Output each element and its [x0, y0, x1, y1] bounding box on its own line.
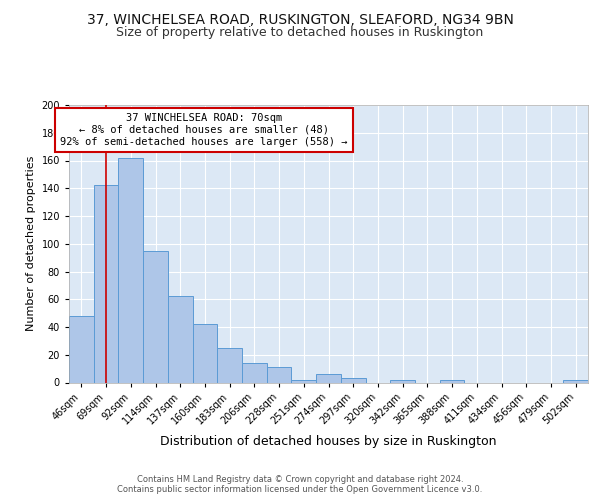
Bar — [118, 158, 143, 382]
Text: Contains HM Land Registry data © Crown copyright and database right 2024.
Contai: Contains HM Land Registry data © Crown c… — [118, 474, 482, 494]
Bar — [217, 348, 242, 382]
Bar — [390, 380, 415, 382]
Bar — [94, 186, 118, 382]
Text: 37 WINCHELSEA ROAD: 70sqm
← 8% of detached houses are smaller (48)
92% of semi-d: 37 WINCHELSEA ROAD: 70sqm ← 8% of detach… — [60, 114, 347, 146]
X-axis label: Distribution of detached houses by size in Ruskington: Distribution of detached houses by size … — [160, 435, 497, 448]
Bar — [242, 363, 267, 382]
Y-axis label: Number of detached properties: Number of detached properties — [26, 156, 36, 332]
Text: Size of property relative to detached houses in Ruskington: Size of property relative to detached ho… — [116, 26, 484, 39]
Text: 37, WINCHELSEA ROAD, RUSKINGTON, SLEAFORD, NG34 9BN: 37, WINCHELSEA ROAD, RUSKINGTON, SLEAFOR… — [86, 12, 514, 26]
Bar — [316, 374, 341, 382]
Bar — [168, 296, 193, 382]
Bar — [563, 380, 588, 382]
Bar — [69, 316, 94, 382]
Bar — [440, 380, 464, 382]
Bar — [143, 250, 168, 382]
Bar — [292, 380, 316, 382]
Bar — [193, 324, 217, 382]
Bar — [267, 367, 292, 382]
Bar — [341, 378, 365, 382]
